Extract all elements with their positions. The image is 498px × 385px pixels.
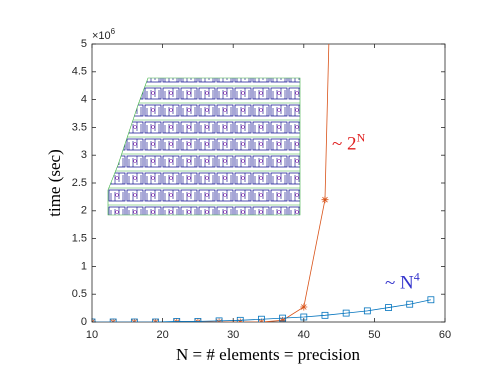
y-axis-label: time (sec) — [45, 149, 64, 217]
marker — [215, 317, 223, 322]
marker — [363, 307, 371, 315]
marker — [342, 309, 350, 317]
series-line — [92, 299, 431, 322]
y-tick-label: 1.5 — [72, 233, 87, 245]
y-exponent-sup: 6 — [111, 27, 116, 36]
y-tick-label: 4.5 — [72, 66, 87, 78]
marker — [109, 318, 117, 322]
marker — [236, 316, 244, 322]
x-tick-label: 10 — [86, 329, 98, 341]
y-tick-label: 4 — [81, 94, 87, 106]
marker — [406, 300, 414, 308]
marker — [173, 318, 181, 322]
annotation-text: ~ 2 — [332, 134, 357, 155]
x-axis-label: N = # elements = precision — [176, 345, 360, 364]
annotation: ~ N4 — [385, 270, 420, 294]
marker — [130, 318, 138, 322]
x-tick-label: 50 — [368, 329, 380, 341]
marker — [215, 318, 223, 322]
marker — [173, 318, 181, 322]
y-exponent: ×106 — [92, 27, 116, 42]
annotation-text: ~ N — [385, 273, 414, 294]
marker — [152, 318, 159, 322]
annotation-sup: 4 — [414, 270, 420, 284]
y-exponent-base: ×10 — [92, 30, 111, 42]
annotation-sup: N — [357, 131, 366, 145]
marker — [194, 318, 202, 322]
marker — [300, 303, 308, 311]
x-tick-label: 20 — [156, 329, 168, 341]
y-tick-label: 0.5 — [72, 288, 87, 300]
y-tick-label: 0 — [81, 316, 87, 328]
marker — [385, 304, 392, 311]
y-tick-label: 2 — [81, 205, 87, 217]
marker — [321, 311, 329, 319]
y-tick-label: 1 — [81, 260, 87, 272]
y-tick-label: 5 — [81, 38, 87, 50]
marker — [258, 315, 265, 322]
x-tick-label: 60 — [439, 329, 451, 341]
annotation: ~ 2N — [332, 131, 366, 155]
marker — [279, 316, 287, 322]
circuit-inset — [107, 77, 301, 216]
marker — [427, 296, 435, 304]
marker — [279, 314, 287, 322]
y-tick-label: 3.5 — [72, 121, 87, 133]
y-tick-label: 3 — [81, 149, 87, 161]
annotations: ~ 2N ~ N4 — [332, 131, 420, 294]
marker — [321, 196, 329, 204]
x-tick-label: 30 — [227, 329, 239, 341]
y-tick-label: 2.5 — [72, 177, 87, 189]
marker — [194, 318, 202, 322]
x-tick-label: 40 — [298, 329, 310, 341]
marker — [236, 318, 244, 322]
